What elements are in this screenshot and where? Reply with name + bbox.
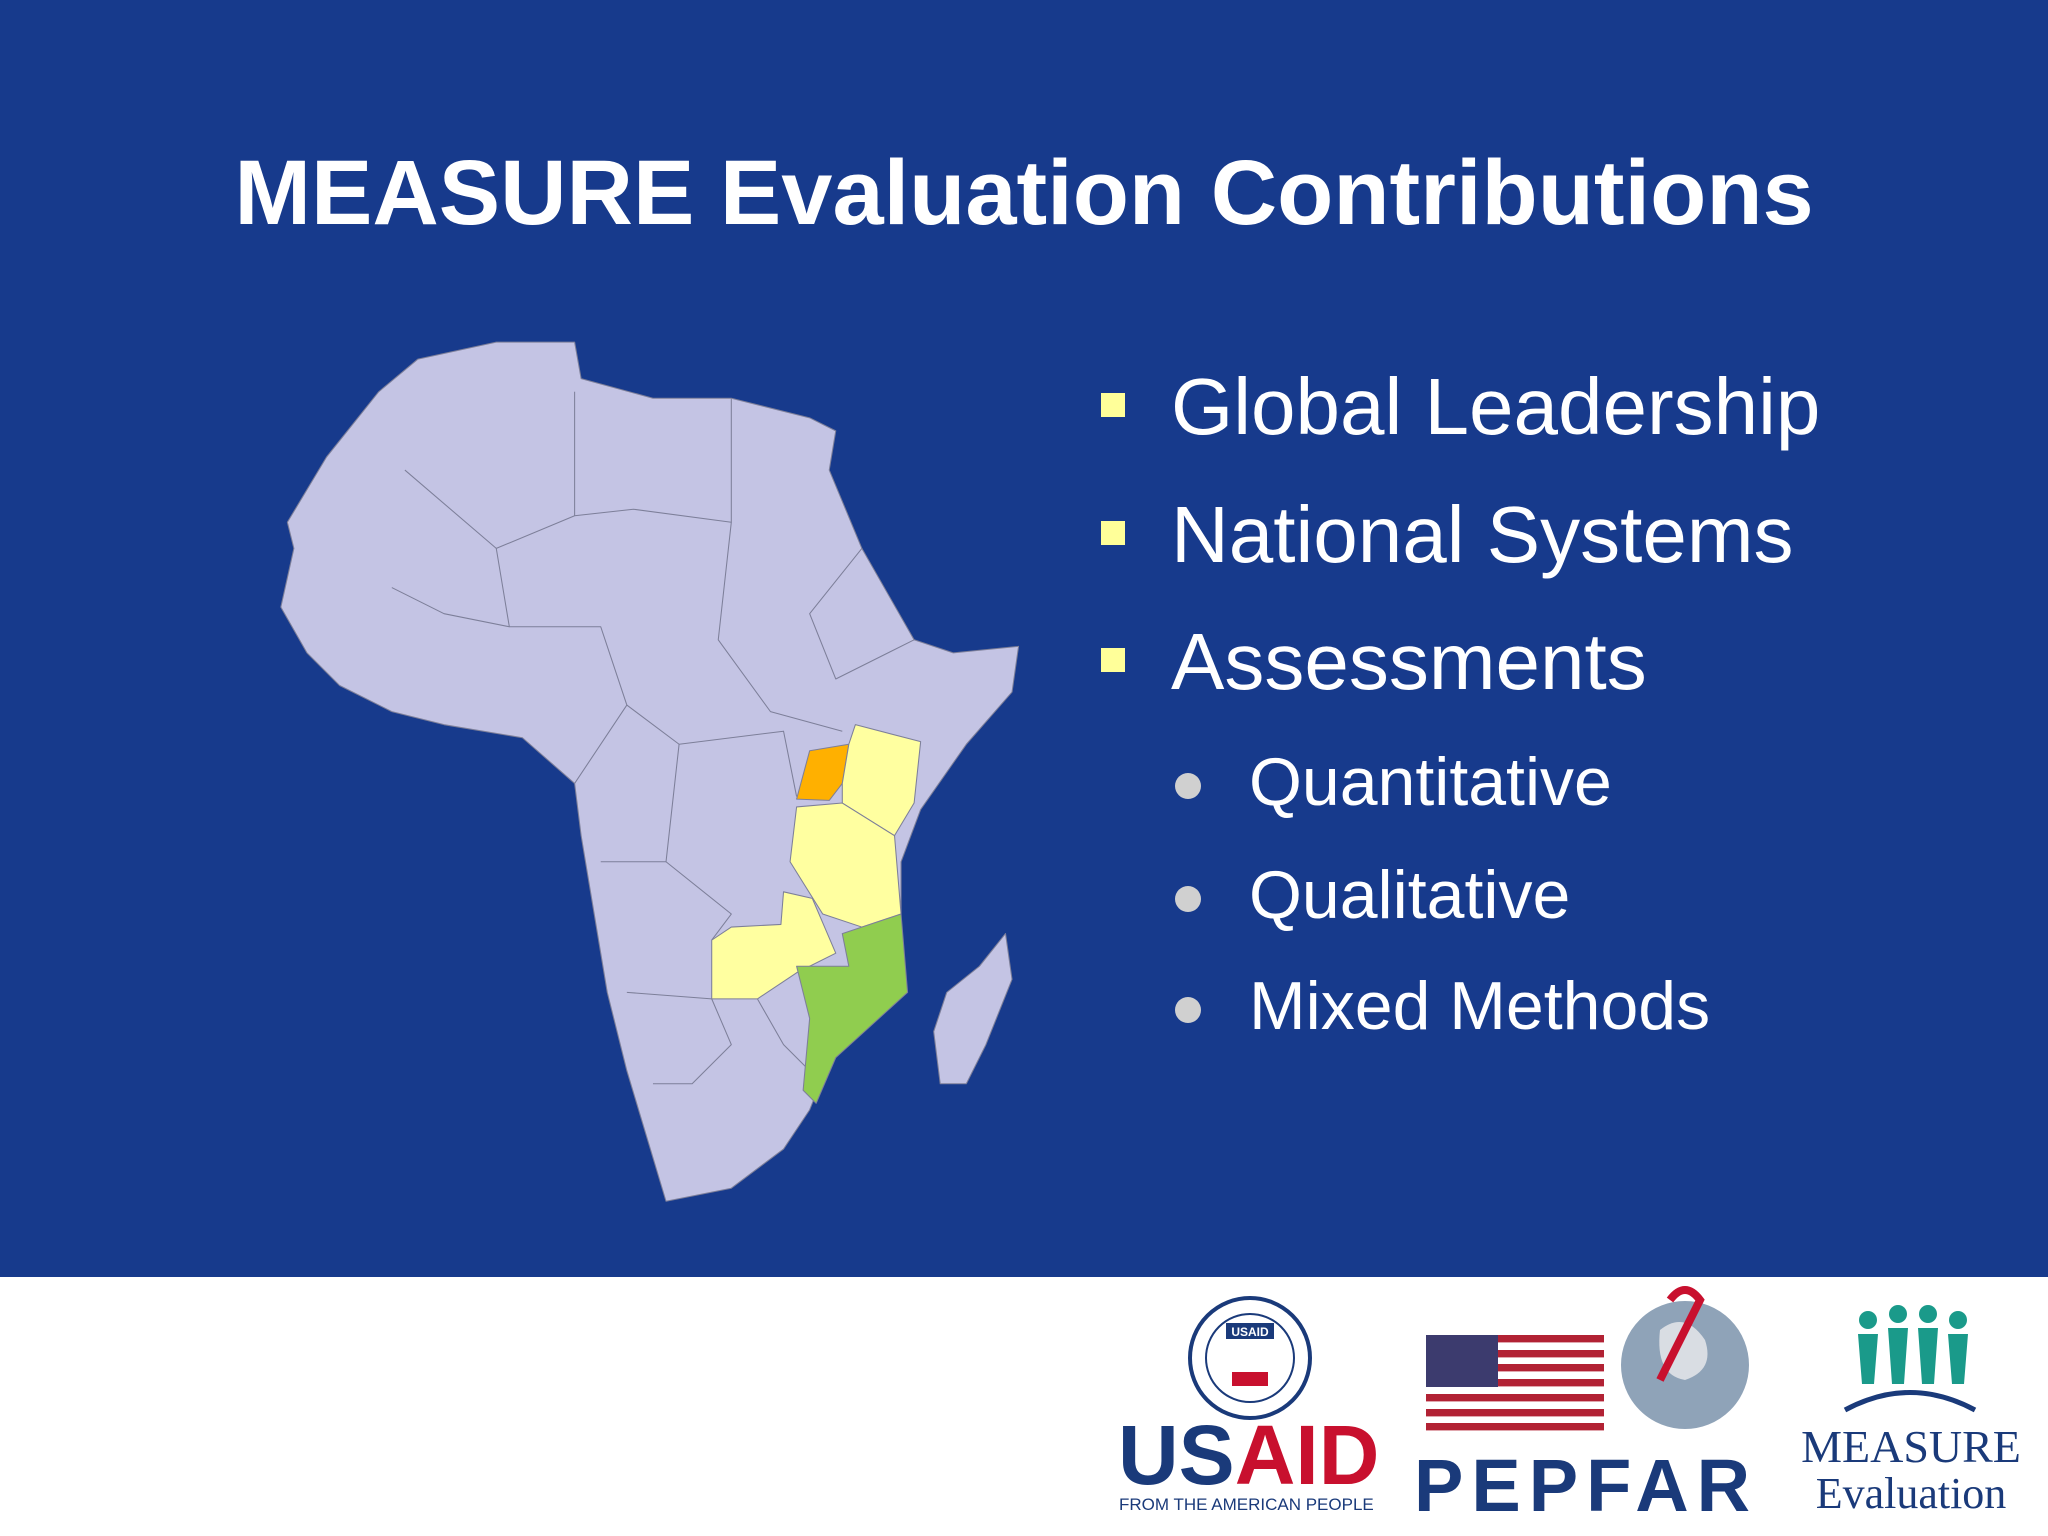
border — [626, 704, 798, 797]
border — [756, 998, 811, 1072]
border — [495, 548, 628, 784]
measure-wordmark: MEASURE — [1801, 1421, 2021, 1472]
sub-bullet-text: Quantitative — [1249, 744, 1612, 820]
border — [665, 744, 732, 941]
logo-bar: USAID USAID FROM THE AMERICAN PEOPLE PEP… — [1118, 1286, 2021, 1527]
usaid-seal-band — [1226, 1323, 1274, 1339]
madagascar — [933, 933, 1013, 1085]
africa-map — [280, 341, 1020, 1202]
sub-bullet-text: Mixed Methods — [1249, 968, 1711, 1044]
border — [717, 522, 843, 732]
sub-bullet-marker — [1175, 773, 1201, 799]
slide-title: MEASURE Evaluation Contributions — [234, 142, 1814, 244]
bullet-text: Assessments — [1171, 617, 1647, 706]
border — [391, 587, 510, 628]
usaid-seal-stripes — [1232, 1372, 1268, 1386]
bullet-marker — [1101, 393, 1125, 417]
kenya — [841, 724, 922, 837]
bullet-marker — [1101, 521, 1125, 545]
border — [626, 991, 732, 1085]
usaid-wordmark: USAID — [1118, 1408, 1379, 1502]
border — [809, 548, 915, 680]
measure-arc — [1843, 1390, 1977, 1413]
measure-icon — [1858, 1305, 1968, 1384]
red-ribbon — [1656, 1286, 1705, 1382]
pepfar-wordmark: PEPFAR — [1414, 1444, 1758, 1527]
bullet-text: National Systems — [1171, 490, 1794, 579]
border — [404, 398, 732, 549]
zambia — [711, 891, 837, 1000]
us-flag — [1426, 1335, 1604, 1431]
usaid-seal-label: USAID — [1231, 1325, 1269, 1339]
sub-bullet-marker — [1175, 886, 1201, 912]
sub-bullet-marker — [1175, 997, 1201, 1023]
sub-bullet-text: Qualitative — [1249, 857, 1571, 933]
slide: MEASURE Evaluation Contributions Global … — [0, 0, 2048, 1277]
measure-subtitle: Evaluation — [1816, 1469, 2007, 1518]
usaid-tagline: FROM THE AMERICAN PEOPLE — [1119, 1495, 1374, 1514]
mozambique — [796, 913, 909, 1104]
bullet-marker — [1101, 648, 1125, 672]
bullet-text: Global Leadership — [1171, 362, 1821, 451]
